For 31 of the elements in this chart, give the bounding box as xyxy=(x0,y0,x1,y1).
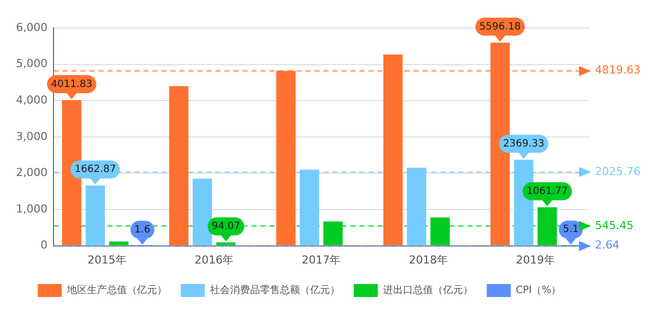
data-label: 94.07 xyxy=(212,220,240,232)
legend-label: 进出口总值（亿元） xyxy=(382,284,473,296)
legend-label: 地区生产总值（亿元） xyxy=(66,284,167,296)
y-tick-label: 1,000 xyxy=(16,202,48,216)
ref-line-label: 545.45 xyxy=(595,218,634,232)
legend-label: 社会消费品零售总额（亿元） xyxy=(210,284,340,296)
y-tick-label: 6,000 xyxy=(16,20,48,34)
bar xyxy=(192,178,212,246)
x-tick-label: 2015年 xyxy=(88,253,127,266)
y-tick-label: 2,000 xyxy=(16,166,48,180)
data-label: 1662.87 xyxy=(74,164,116,176)
x-tick-label: 2017年 xyxy=(302,253,341,266)
y-tick-label: 5,000 xyxy=(16,57,48,70)
x-tick-label: 2019年 xyxy=(516,253,555,266)
data-label: 1061.77 xyxy=(526,186,568,197)
y-tick-label: 4,000 xyxy=(16,93,48,106)
legend-label: CPI（%） xyxy=(516,285,562,296)
data-label: 5596.18 xyxy=(479,21,521,32)
bar xyxy=(169,86,188,246)
data-label: 4011.83 xyxy=(51,78,92,90)
bar xyxy=(109,241,128,246)
x-tick-label: 2016年 xyxy=(194,253,234,266)
ref-line-label: 4819.63 xyxy=(595,64,640,77)
data-label: 2369.33 xyxy=(502,138,544,150)
data-label: 1.6 xyxy=(134,224,150,236)
ref-line-label: 2025.76 xyxy=(595,165,640,178)
x-tick-label: 2018年 xyxy=(408,253,448,266)
ref-line-label: 2.64 xyxy=(595,238,620,252)
y-tick-label: 0 xyxy=(40,238,48,252)
data-label: 5.1 xyxy=(562,224,579,236)
y-tick-label: 3,000 xyxy=(16,130,48,143)
